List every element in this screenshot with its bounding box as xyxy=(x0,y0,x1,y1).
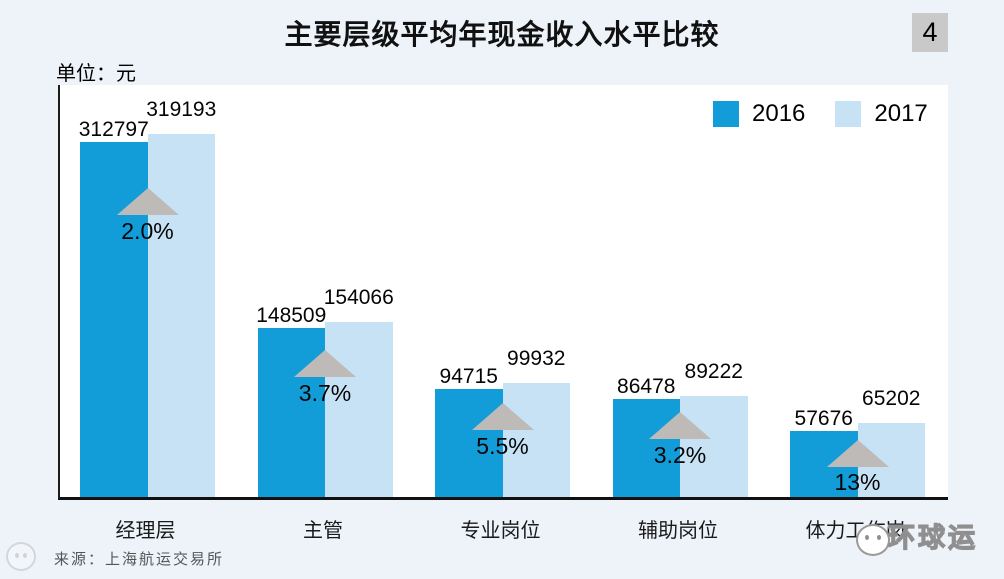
value-label-2016-2: 148509 xyxy=(256,304,327,328)
page-title: 主要层级平均年现金收入水平比较 xyxy=(284,19,720,50)
value-label-2017-5: 65202 xyxy=(862,386,921,410)
growth-arrow-up-icon-1 xyxy=(116,187,179,215)
category-label-4: 辅助岗位 xyxy=(638,520,718,542)
category-label-1: 经理层 xyxy=(115,520,176,542)
watermark-text: 环球运 xyxy=(887,522,978,553)
source-note: 来源：上海航运交易所 xyxy=(54,550,225,568)
legend-label-2017: 2017 xyxy=(874,100,928,127)
value-label-2016-5: 57676 xyxy=(794,407,853,431)
growth-percent-label-2: 3.7% xyxy=(298,380,352,407)
growth-percent-label-1: 2.0% xyxy=(121,217,174,244)
value-label-2017-1: 319193 xyxy=(146,98,217,122)
watermark-face-icon-left xyxy=(6,542,36,571)
value-label-2016-1: 312797 xyxy=(78,117,149,141)
unit-label: 单位：元 xyxy=(56,63,136,85)
growth-percent-label-3: 5.5% xyxy=(476,433,529,460)
value-label-2017-4: 89222 xyxy=(684,359,743,383)
category-label-2: 主管 xyxy=(303,520,343,542)
legend-label-2016: 2016 xyxy=(752,100,806,127)
legend-item-2016: 2016 xyxy=(713,100,805,128)
value-label-2017-3: 99932 xyxy=(507,347,566,371)
growth-percent-label-5: 13% xyxy=(834,469,881,495)
growth-percent-label-4: 3.2% xyxy=(653,441,707,468)
value-label-2016-4: 86478 xyxy=(617,374,676,398)
value-label-2016-3: 94715 xyxy=(439,365,498,389)
growth-arrow-up-icon-2 xyxy=(294,350,356,378)
legend-swatch-2016 xyxy=(713,101,739,127)
bar-2017-3 xyxy=(502,383,570,497)
chart-plot-area: 2016 2017 312797 319193 2.0% 148509 154066 3.7… xyxy=(58,85,948,500)
watermark-face-icon xyxy=(856,524,890,556)
growth-arrow-up-icon-5 xyxy=(826,439,889,467)
legend-swatch-2017 xyxy=(835,101,862,127)
bar-2017-2 xyxy=(325,321,393,497)
legend-item-2017: 2017 xyxy=(835,100,928,128)
growth-arrow-up-icon-3 xyxy=(471,403,534,431)
category-label-3: 专业岗位 xyxy=(460,520,541,542)
page-number-badge: 4 xyxy=(912,13,948,52)
growth-arrow-up-icon-4 xyxy=(649,411,711,439)
value-label-2017-2: 154066 xyxy=(323,285,394,309)
chart-legend: 2016 2017 xyxy=(713,100,928,128)
